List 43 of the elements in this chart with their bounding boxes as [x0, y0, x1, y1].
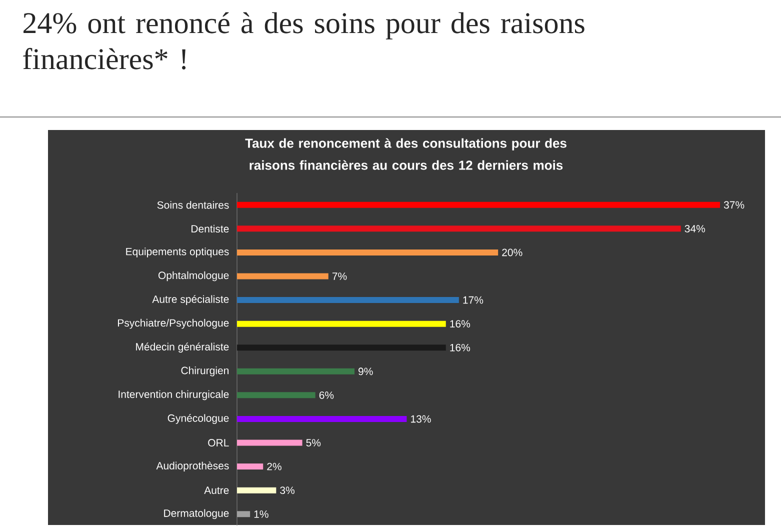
y-tick-label: Ophtalmologue	[158, 271, 229, 282]
bar	[237, 249, 498, 256]
data-label: 34%	[684, 224, 706, 232]
data-label: 17%	[463, 296, 484, 304]
data-label: 13%	[411, 415, 431, 423]
data-label: 6%	[319, 391, 334, 399]
y-tick-label: ORL	[208, 439, 229, 446]
y-tick-label: Dermatologue	[164, 509, 229, 520]
data-label: 20%	[502, 248, 522, 256]
y-tick-label: Autre spécialiste	[152, 295, 229, 305]
y-tick-label: Intervention chirurgicale	[118, 390, 229, 400]
data-label: 16%	[450, 344, 470, 352]
bar	[237, 202, 720, 208]
y-tick-label: Médecin généraliste	[136, 342, 229, 353]
y-tick-label: Psychiatre/Psychologue	[118, 318, 229, 329]
bar	[237, 320, 446, 327]
bar	[237, 273, 328, 280]
bar	[237, 392, 316, 398]
y-tick-label: Equipements optiques	[126, 248, 229, 258]
bar	[237, 464, 264, 470]
data-label: 3%	[280, 486, 294, 494]
bar	[237, 487, 276, 494]
text: 24% ont renoncé à des soins pour des raisons financières* !	[23, 12, 584, 70]
bar	[237, 297, 459, 304]
data-label: 37%	[724, 201, 744, 209]
bar	[237, 344, 446, 351]
y-tick-label: Dentiste	[192, 224, 229, 233]
chart-title: Taux de renoncement à des consultations pour des raisons financières au cours des 12 derniers mois	[245, 138, 566, 170]
y-tick-label: Chirurgien	[181, 366, 229, 376]
y-tick-label: Audioprothèses	[156, 462, 229, 472]
data-label: 16%	[450, 320, 470, 328]
y-tick-label: Soins dentaires	[157, 201, 229, 209]
data-label: 5%	[306, 439, 321, 446]
y-tick-label: Autre	[204, 486, 229, 494]
y-tick-label: Gynécologue	[168, 414, 229, 424]
bar	[237, 226, 681, 232]
bar	[237, 416, 407, 422]
data-label: 7%	[332, 272, 347, 280]
data-label: 9%	[358, 368, 373, 376]
bar	[237, 368, 354, 374]
data-label: 1%	[254, 510, 268, 518]
data-label: 2%	[267, 462, 282, 470]
bar	[237, 440, 302, 446]
